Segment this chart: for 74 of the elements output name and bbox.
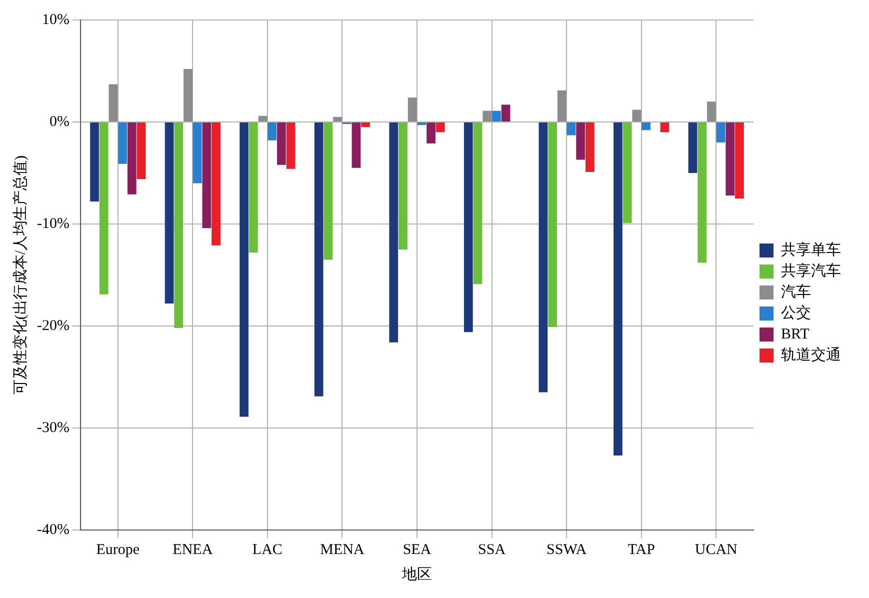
x-tick-label: MENA	[320, 542, 364, 558]
y-axis-title: 可及性变化(出行成本/人均生产总值)	[12, 155, 29, 395]
bar	[398, 122, 408, 250]
y-tick-label: -40%	[36, 522, 70, 538]
bar	[464, 122, 473, 332]
bar	[706, 102, 716, 122]
legend-label: BRT	[781, 326, 810, 342]
bar	[735, 122, 744, 198]
bar	[212, 122, 220, 246]
x-tick-label: ENEA	[172, 542, 213, 558]
bar	[632, 110, 642, 122]
bar	[127, 122, 136, 194]
bar	[277, 122, 286, 165]
bar	[184, 68, 192, 122]
x-axis-title: 地区	[400, 566, 432, 583]
y-tick-label: -20%	[36, 318, 70, 334]
bar	[576, 122, 586, 160]
bar	[614, 122, 622, 456]
bar	[473, 122, 482, 284]
bar	[136, 122, 146, 180]
x-tick-label: SSWA	[546, 542, 587, 558]
legend-label: 轨道交通	[781, 346, 841, 364]
x-tick-label: SEA	[402, 542, 432, 558]
bar	[716, 122, 726, 142]
bar	[174, 122, 184, 328]
bar	[492, 110, 501, 122]
bar	[389, 122, 398, 342]
bar	[622, 122, 632, 223]
bar	[726, 122, 735, 196]
x-tick-label: UCAN	[694, 542, 738, 558]
bar	[482, 110, 492, 122]
legend-label: 共享汽车	[781, 262, 841, 280]
legend-label: 汽车	[781, 283, 811, 300]
bar	[286, 122, 296, 169]
bar	[118, 122, 127, 164]
bar	[642, 122, 650, 130]
bar	[688, 122, 698, 173]
bar	[408, 98, 417, 122]
y-tick-label: 0%	[49, 114, 70, 130]
x-tick-label: SSA	[478, 542, 506, 558]
legend-label: 公交	[781, 304, 811, 322]
y-tick-label: 10%	[42, 12, 70, 28]
bar	[164, 122, 174, 304]
y-tick-label: -10%	[36, 216, 70, 232]
bar	[501, 104, 510, 122]
bar	[258, 116, 268, 122]
bar	[538, 122, 548, 392]
bar	[426, 122, 436, 144]
bar	[698, 122, 707, 263]
bar	[192, 122, 202, 184]
bar	[268, 122, 277, 140]
bar	[333, 116, 342, 122]
bar	[99, 122, 108, 294]
x-tick-label: LAC	[252, 542, 282, 558]
bar	[324, 122, 333, 260]
bar	[240, 122, 249, 417]
bar	[417, 122, 426, 126]
y-tick-label: -30%	[36, 420, 70, 436]
x-tick-label: Europe	[96, 542, 140, 558]
bar	[314, 122, 324, 396]
bar	[108, 84, 118, 122]
bar	[660, 122, 670, 132]
bar	[248, 122, 258, 253]
legend-label: 共享单车	[781, 241, 841, 258]
bar	[566, 122, 576, 136]
bar	[557, 90, 566, 122]
bar	[585, 122, 594, 172]
x-tick-label: TAP	[628, 542, 655, 558]
bar	[90, 122, 99, 202]
bar	[202, 122, 212, 228]
bar	[352, 122, 361, 168]
bar	[436, 122, 445, 132]
bar	[361, 122, 370, 128]
bar	[548, 122, 557, 328]
